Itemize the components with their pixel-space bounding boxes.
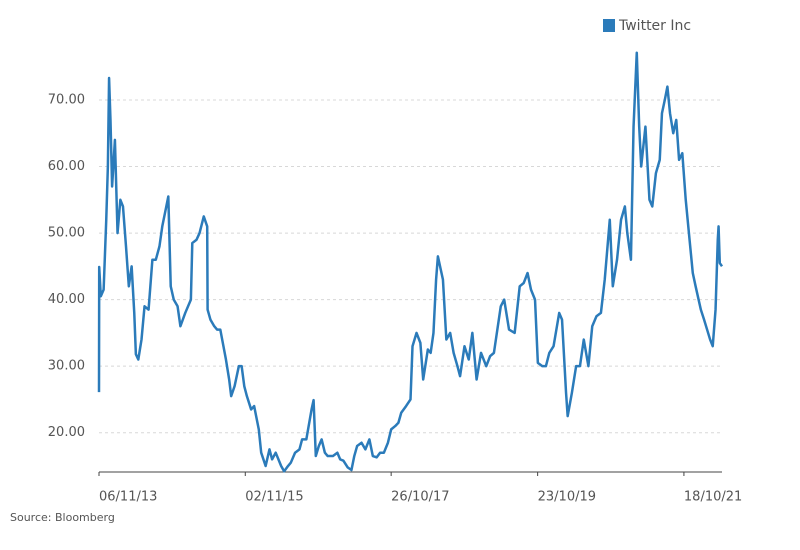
x-tick-label: 06/11/13 <box>99 490 157 505</box>
y-tick-label: 70.00 <box>48 92 85 107</box>
x-tick-label: 02/11/15 <box>245 490 303 505</box>
y-tick-label: 50.00 <box>48 226 85 241</box>
y-tick-label: 40.00 <box>48 292 85 307</box>
y-tick-label: 20.00 <box>48 425 85 440</box>
y-tick-label: 30.00 <box>48 359 85 374</box>
x-tick-label: 26/10/17 <box>391 490 449 505</box>
legend-swatch <box>603 19 615 32</box>
x-tick-label: 23/10/19 <box>538 490 596 505</box>
price-line <box>97 51 724 473</box>
y-tick-label: 60.00 <box>48 159 85 174</box>
source-note: Source: Bloomberg <box>10 511 115 524</box>
legend-label: Twitter Inc <box>618 18 691 34</box>
x-tick-label: 18/10/21 <box>684 490 742 505</box>
